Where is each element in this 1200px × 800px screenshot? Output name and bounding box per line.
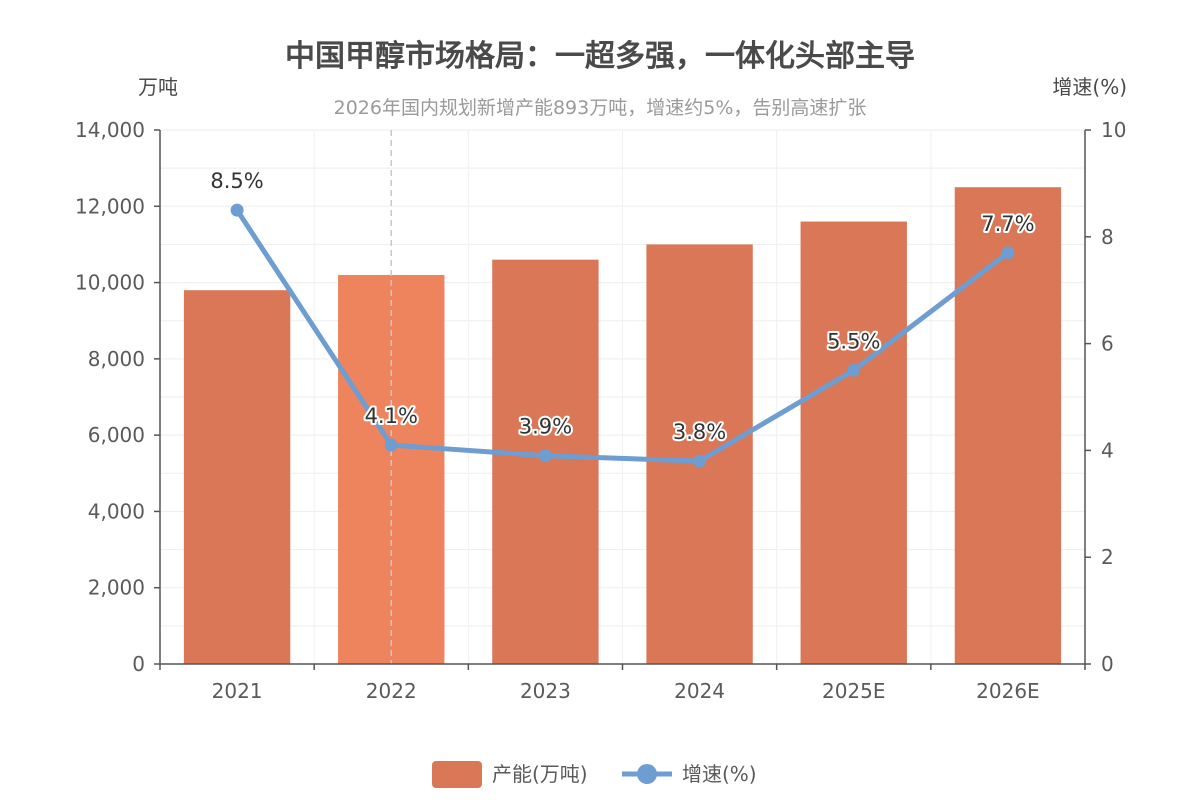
growth-rate-data-label: 4.1% bbox=[365, 404, 418, 428]
left-axis-tick-label: 8,000 bbox=[88, 347, 145, 371]
bar-2026E[interactable] bbox=[954, 187, 1062, 664]
growth-rate-point-2023[interactable] bbox=[538, 449, 552, 463]
growth-rate-point-2021[interactable] bbox=[230, 203, 244, 217]
left-axis-tick-label: 6,000 bbox=[88, 423, 145, 447]
left-axis-tick-label: 14,000 bbox=[75, 118, 145, 142]
growth-rate-line bbox=[234, 207, 1011, 464]
legend[interactable]: 产能(万吨) 增速(%) bbox=[432, 761, 757, 788]
bar-series bbox=[183, 130, 1062, 665]
x-axis-tick-label: 2025E bbox=[822, 679, 886, 703]
data-labels: 8.5% 4.1% 3.9% 3.8% 5.5% 7.7% bbox=[208, 167, 1036, 446]
left-axis-tick-label: 12,000 bbox=[75, 194, 145, 218]
right-axis-tick-label: 8 bbox=[1101, 225, 1114, 249]
x-axis-tick-label: 2021 bbox=[212, 679, 263, 703]
growth-rate-data-label: 3.8% bbox=[673, 420, 726, 444]
growth-rate-point-2022[interactable] bbox=[384, 438, 398, 452]
left-axis-tick-label: 0 bbox=[132, 652, 145, 676]
legend-line-label[interactable]: 增速(%) bbox=[682, 762, 757, 786]
growth-rate-data-label: 7.7% bbox=[981, 212, 1034, 236]
x-axis-tick-label: 2026E bbox=[976, 679, 1040, 703]
right-axis-tick-label: 2 bbox=[1101, 545, 1114, 569]
left-axis-tick-label: 4,000 bbox=[88, 499, 145, 523]
growth-rate-point-2025E[interactable] bbox=[847, 363, 861, 377]
chart-subtitle: 2026年国内规划新增产能893万吨，增速约5%，告别高速扩张 bbox=[334, 97, 867, 119]
x-axis-tick-label: 2024 bbox=[674, 679, 725, 703]
chart-title: 中国甲醇市场格局：一超多强，一体化头部主导 bbox=[285, 39, 915, 74]
right-axis-unit-label: 增速(%) bbox=[1052, 75, 1127, 99]
left-axis-tick-label: 2,000 bbox=[88, 576, 145, 600]
legend-line-marker[interactable] bbox=[637, 764, 657, 784]
bar-2022[interactable] bbox=[338, 274, 445, 664]
right-axis-tick-label: 10 bbox=[1101, 118, 1126, 142]
bar-2024[interactable] bbox=[646, 244, 753, 664]
bar-2021[interactable] bbox=[183, 290, 291, 664]
left-axis-unit-label: 万吨 bbox=[138, 75, 178, 99]
right-axis-tick-label: 6 bbox=[1101, 332, 1114, 356]
legend-bar-swatch[interactable] bbox=[432, 761, 482, 788]
left-axis-tick-label: 10,000 bbox=[75, 271, 145, 295]
right-axis-tick-label: 0 bbox=[1101, 652, 1114, 676]
growth-rate-data-label: 8.5% bbox=[210, 169, 263, 193]
legend-bar-label[interactable]: 产能(万吨) bbox=[492, 762, 588, 786]
growth-rate-point-2026E[interactable] bbox=[1001, 246, 1015, 260]
right-axis-tick-label: 4 bbox=[1101, 438, 1114, 462]
x-axis-tick-label: 2023 bbox=[520, 679, 571, 703]
grid-lines bbox=[160, 129, 1085, 665]
growth-rate-point-2024[interactable] bbox=[693, 454, 707, 468]
axes: 0 2,000 4,000 6,000 8,000 10,000 12,000 14,000 0… bbox=[75, 118, 1126, 703]
x-axis-tick-label: 2022 bbox=[366, 679, 417, 703]
growth-rate-data-label: 5.5% bbox=[827, 329, 880, 353]
line-series bbox=[230, 203, 1015, 468]
growth-rate-data-label: 3.9% bbox=[519, 415, 572, 439]
bar-2025E[interactable] bbox=[800, 221, 907, 665]
